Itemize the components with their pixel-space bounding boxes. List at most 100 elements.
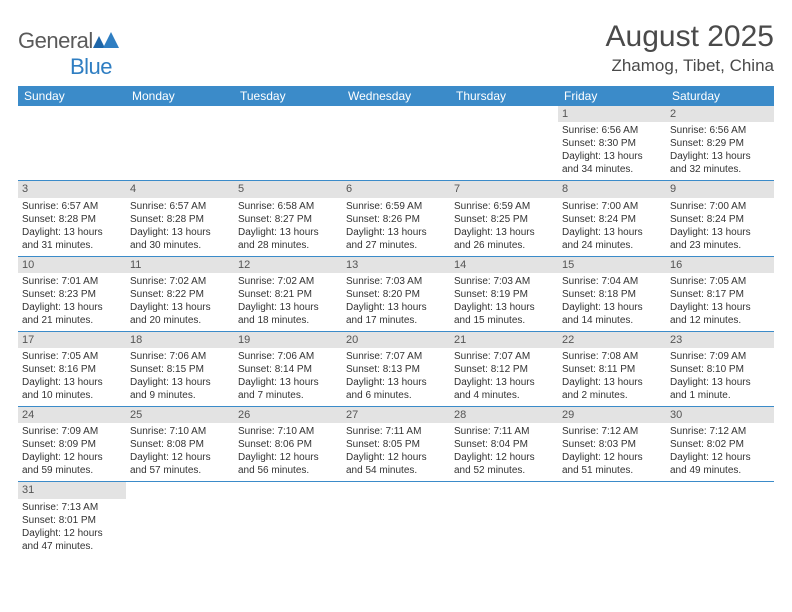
day-details: Sunrise: 6:57 AMSunset: 8:28 PMDaylight:…	[126, 198, 234, 256]
sunset-text: Sunset: 8:22 PM	[130, 288, 230, 301]
calendar-cell: 30Sunrise: 7:12 AMSunset: 8:02 PMDayligh…	[666, 407, 774, 482]
sunset-text: Sunset: 8:04 PM	[454, 438, 554, 451]
day-number: 25	[126, 407, 234, 423]
sunset-text: Sunset: 8:24 PM	[670, 213, 770, 226]
sunrise-text: Sunrise: 7:00 AM	[670, 200, 770, 213]
sunrise-text: Sunrise: 7:13 AM	[22, 501, 122, 514]
day-details: Sunrise: 7:11 AMSunset: 8:04 PMDaylight:…	[450, 423, 558, 481]
day-details: Sunrise: 7:05 AMSunset: 8:17 PMDaylight:…	[666, 273, 774, 331]
daylight-text: Daylight: 13 hours and 17 minutes.	[346, 301, 446, 327]
day-number: 14	[450, 257, 558, 273]
day-number: 20	[342, 332, 450, 348]
calendar-cell: 3Sunrise: 6:57 AMSunset: 8:28 PMDaylight…	[18, 181, 126, 256]
calendar-cell: 17Sunrise: 7:05 AMSunset: 8:16 PMDayligh…	[18, 331, 126, 406]
sunrise-text: Sunrise: 6:59 AM	[346, 200, 446, 213]
daylight-text: Daylight: 12 hours and 49 minutes.	[670, 451, 770, 477]
sunrise-text: Sunrise: 7:09 AM	[22, 425, 122, 438]
day-number: 29	[558, 407, 666, 423]
daylight-text: Daylight: 13 hours and 34 minutes.	[562, 150, 662, 176]
sunset-text: Sunset: 8:24 PM	[562, 213, 662, 226]
header-row: GeneralBlue August 2025 Zhamog, Tibet, C…	[18, 20, 774, 80]
day-number: 3	[18, 181, 126, 197]
calendar-cell: 6Sunrise: 6:59 AMSunset: 8:26 PMDaylight…	[342, 181, 450, 256]
day-number: 16	[666, 257, 774, 273]
day-details: Sunrise: 6:59 AMSunset: 8:25 PMDaylight:…	[450, 198, 558, 256]
sunrise-text: Sunrise: 7:02 AM	[130, 275, 230, 288]
sunset-text: Sunset: 8:28 PM	[22, 213, 122, 226]
day-header: Monday	[126, 86, 234, 106]
day-details: Sunrise: 7:03 AMSunset: 8:20 PMDaylight:…	[342, 273, 450, 331]
day-number: 5	[234, 181, 342, 197]
logo-text: GeneralBlue	[18, 28, 119, 80]
day-number: 19	[234, 332, 342, 348]
calendar-cell: 1Sunrise: 6:56 AMSunset: 8:30 PMDaylight…	[558, 106, 666, 181]
day-number: 24	[18, 407, 126, 423]
day-details: Sunrise: 6:57 AMSunset: 8:28 PMDaylight:…	[18, 198, 126, 256]
sunrise-text: Sunrise: 7:11 AM	[454, 425, 554, 438]
daylight-text: Daylight: 13 hours and 31 minutes.	[22, 226, 122, 252]
sunrise-text: Sunrise: 7:07 AM	[346, 350, 446, 363]
day-details: Sunrise: 7:07 AMSunset: 8:13 PMDaylight:…	[342, 348, 450, 406]
calendar-body: 1Sunrise: 6:56 AMSunset: 8:30 PMDaylight…	[18, 106, 774, 557]
sunrise-text: Sunrise: 7:01 AM	[22, 275, 122, 288]
sunrise-text: Sunrise: 7:12 AM	[670, 425, 770, 438]
calendar-cell: 27Sunrise: 7:11 AMSunset: 8:05 PMDayligh…	[342, 407, 450, 482]
day-number: 31	[18, 482, 126, 498]
sunset-text: Sunset: 8:19 PM	[454, 288, 554, 301]
sunrise-text: Sunrise: 7:06 AM	[130, 350, 230, 363]
sunset-text: Sunset: 8:09 PM	[22, 438, 122, 451]
sunset-text: Sunset: 8:26 PM	[346, 213, 446, 226]
calendar-week-row: 1Sunrise: 6:56 AMSunset: 8:30 PMDaylight…	[18, 106, 774, 181]
daylight-text: Daylight: 13 hours and 28 minutes.	[238, 226, 338, 252]
calendar-cell	[234, 106, 342, 181]
day-number: 30	[666, 407, 774, 423]
sunset-text: Sunset: 8:23 PM	[22, 288, 122, 301]
sunset-text: Sunset: 8:21 PM	[238, 288, 338, 301]
day-details: Sunrise: 6:59 AMSunset: 8:26 PMDaylight:…	[342, 198, 450, 256]
calendar-table: Sunday Monday Tuesday Wednesday Thursday…	[18, 86, 774, 557]
calendar-cell: 10Sunrise: 7:01 AMSunset: 8:23 PMDayligh…	[18, 256, 126, 331]
daylight-text: Daylight: 13 hours and 4 minutes.	[454, 376, 554, 402]
calendar-cell: 9Sunrise: 7:00 AMSunset: 8:24 PMDaylight…	[666, 181, 774, 256]
day-number: 8	[558, 181, 666, 197]
sunrise-text: Sunrise: 7:08 AM	[562, 350, 662, 363]
sunrise-text: Sunrise: 6:57 AM	[22, 200, 122, 213]
daylight-text: Daylight: 13 hours and 23 minutes.	[670, 226, 770, 252]
daylight-text: Daylight: 13 hours and 7 minutes.	[238, 376, 338, 402]
daylight-text: Daylight: 13 hours and 2 minutes.	[562, 376, 662, 402]
daylight-text: Daylight: 13 hours and 30 minutes.	[130, 226, 230, 252]
day-details: Sunrise: 7:13 AMSunset: 8:01 PMDaylight:…	[18, 499, 126, 557]
day-number: 6	[342, 181, 450, 197]
sunset-text: Sunset: 8:11 PM	[562, 363, 662, 376]
calendar-cell: 19Sunrise: 7:06 AMSunset: 8:14 PMDayligh…	[234, 331, 342, 406]
daylight-text: Daylight: 13 hours and 18 minutes.	[238, 301, 338, 327]
day-details: Sunrise: 7:08 AMSunset: 8:11 PMDaylight:…	[558, 348, 666, 406]
day-details: Sunrise: 7:12 AMSunset: 8:02 PMDaylight:…	[666, 423, 774, 481]
sunrise-text: Sunrise: 7:09 AM	[670, 350, 770, 363]
logo-text-2: Blue	[70, 54, 112, 79]
sunset-text: Sunset: 8:02 PM	[670, 438, 770, 451]
daylight-text: Daylight: 13 hours and 9 minutes.	[130, 376, 230, 402]
day-number: 13	[342, 257, 450, 273]
calendar-cell: 4Sunrise: 6:57 AMSunset: 8:28 PMDaylight…	[126, 181, 234, 256]
calendar-cell: 18Sunrise: 7:06 AMSunset: 8:15 PMDayligh…	[126, 331, 234, 406]
day-header: Sunday	[18, 86, 126, 106]
sunrise-text: Sunrise: 7:11 AM	[346, 425, 446, 438]
day-details: Sunrise: 7:09 AMSunset: 8:10 PMDaylight:…	[666, 348, 774, 406]
sunrise-text: Sunrise: 7:03 AM	[346, 275, 446, 288]
day-details: Sunrise: 7:01 AMSunset: 8:23 PMDaylight:…	[18, 273, 126, 331]
sunset-text: Sunset: 8:10 PM	[670, 363, 770, 376]
calendar-cell: 20Sunrise: 7:07 AMSunset: 8:13 PMDayligh…	[342, 331, 450, 406]
calendar-cell: 8Sunrise: 7:00 AMSunset: 8:24 PMDaylight…	[558, 181, 666, 256]
sunrise-text: Sunrise: 7:05 AM	[22, 350, 122, 363]
sunrise-text: Sunrise: 7:06 AM	[238, 350, 338, 363]
daylight-text: Daylight: 13 hours and 24 minutes.	[562, 226, 662, 252]
day-number: 28	[450, 407, 558, 423]
calendar-cell	[342, 482, 450, 557]
sunset-text: Sunset: 8:29 PM	[670, 137, 770, 150]
daylight-text: Daylight: 12 hours and 47 minutes.	[22, 527, 122, 553]
day-details: Sunrise: 7:06 AMSunset: 8:15 PMDaylight:…	[126, 348, 234, 406]
calendar-cell	[558, 482, 666, 557]
calendar-cell: 31Sunrise: 7:13 AMSunset: 8:01 PMDayligh…	[18, 482, 126, 557]
calendar-cell: 13Sunrise: 7:03 AMSunset: 8:20 PMDayligh…	[342, 256, 450, 331]
